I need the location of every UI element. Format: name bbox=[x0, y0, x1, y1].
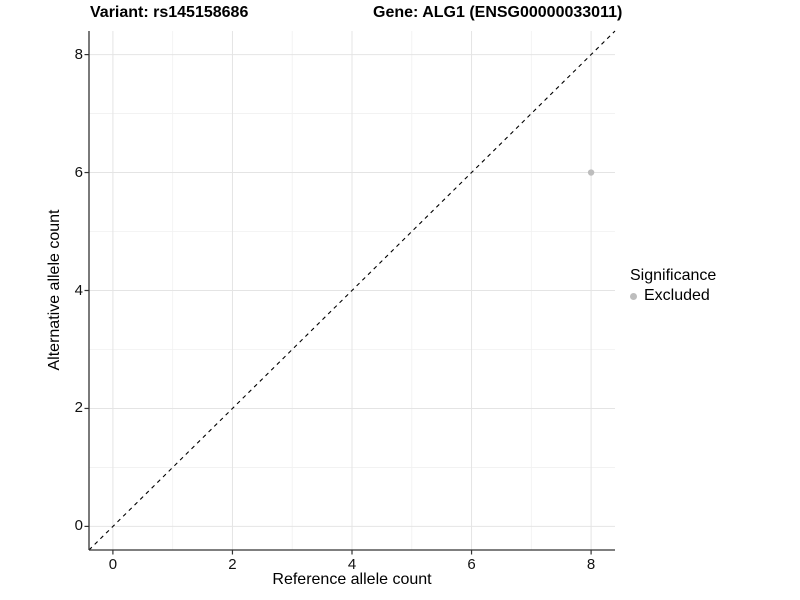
plot-panel bbox=[84, 30, 616, 555]
legend-item-excluded: Excluded bbox=[630, 287, 716, 305]
x-tick-label: 6 bbox=[467, 556, 476, 573]
scatter-plot-svg bbox=[84, 30, 616, 555]
x-axis-label: Reference allele count bbox=[272, 571, 432, 588]
plot-title-variant: Variant: rs145158686 bbox=[90, 4, 249, 21]
identity-reference-line bbox=[88, 30, 616, 551]
y-axis-label: Alternative allele count bbox=[46, 209, 63, 371]
y-tick-label: 2 bbox=[74, 399, 83, 417]
y-tick-label: 0 bbox=[74, 517, 83, 535]
x-tick-label: 0 bbox=[108, 556, 118, 573]
x-tick-label: 2 bbox=[228, 556, 237, 573]
legend: Significance Excluded bbox=[630, 267, 716, 305]
data-point-excluded bbox=[587, 169, 595, 176]
y-tick-label: 4 bbox=[74, 281, 83, 299]
excluded-dot-icon bbox=[630, 292, 637, 300]
legend-item-label: Excluded bbox=[644, 287, 710, 304]
x-tick-label: 4 bbox=[347, 556, 357, 573]
x-tick-label: 8 bbox=[586, 556, 596, 573]
y-tick-label: 6 bbox=[74, 163, 83, 181]
legend-title: Significance bbox=[630, 267, 717, 284]
plot-title-gene: Gene: ALG1 (ENSG00000033011) bbox=[373, 4, 623, 21]
y-tick-label: 8 bbox=[74, 45, 83, 63]
